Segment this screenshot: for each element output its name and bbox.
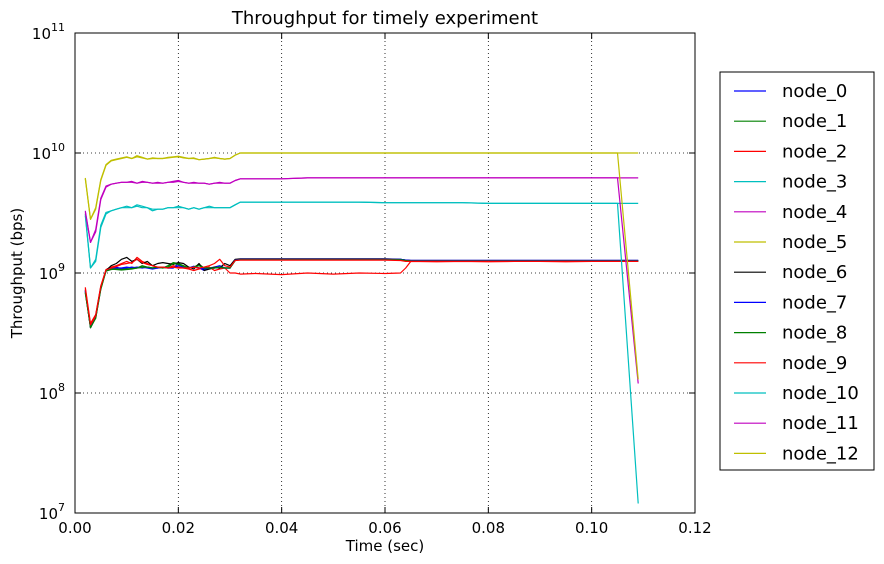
y-tick-label: 1011 (32, 21, 65, 43)
axis-ticks (74, 32, 696, 514)
y-tick-exponent: 9 (58, 261, 65, 274)
x-tick-label: 0.10 (575, 519, 608, 537)
x-tick-label: 0.04 (265, 519, 298, 537)
y-tick-exponent: 8 (58, 381, 65, 394)
series-line-node-7 (84, 258, 639, 327)
legend-frame (719, 71, 875, 471)
series-line-node-11 (84, 177, 639, 384)
y-tick-label: 109 (39, 261, 65, 283)
series-line-node-5 (84, 152, 639, 220)
legend-label: node_7 (782, 292, 847, 313)
y-tick-base: 10 (32, 145, 51, 163)
series-line-node-1 (84, 259, 639, 327)
plot-lines (84, 152, 639, 504)
y-tick-base: 10 (39, 505, 58, 523)
y-tick-exponent: 10 (51, 141, 65, 154)
legend-label: node_9 (782, 353, 847, 374)
y-tick-base: 10 (39, 265, 58, 283)
y-tick-exponent: 7 (58, 501, 65, 514)
x-tick-label: 0.06 (368, 519, 401, 537)
y-tick-label: 1010 (32, 141, 65, 163)
legend: node_0 node_1 node_2 node_3 node_4 node_5node… (719, 71, 875, 471)
series-line-node-3 (84, 201, 639, 269)
x-tick-label: 0.12 (678, 519, 711, 537)
x-axis-label: Time (sec) (345, 537, 424, 555)
legend-label: node_3 (782, 172, 847, 193)
legend-label: node_8 (782, 323, 847, 344)
legend-label: node_6 (782, 262, 847, 283)
y-tick-label: 108 (39, 381, 65, 403)
legend-label: node_11 (782, 413, 859, 434)
legend-label: node_2 (782, 141, 847, 162)
y-axis-label: Throughput (bps) (8, 208, 26, 339)
series-line-node-12 (84, 152, 639, 380)
series-line-node-0 (84, 258, 639, 329)
chart-title: Throughput for timely experiment (231, 8, 538, 29)
series-line-node-9 (84, 258, 639, 326)
legend-label: node_5 (782, 232, 847, 253)
legend-label: node_10 (782, 383, 859, 404)
series-line-node-8 (84, 259, 639, 329)
x-tick-label: 0.08 (472, 519, 505, 537)
legend-label: node_1 (782, 111, 847, 132)
x-tick-label: 0.00 (58, 519, 91, 537)
y-tick-base: 10 (39, 385, 58, 403)
series-line-node-10 (84, 201, 639, 504)
y-tick-base: 10 (32, 25, 51, 43)
x-tick-labels: 0.00 0.02 0.04 0.06 0.08 0.10 0.12 (58, 519, 711, 537)
legend-label: node_12 (782, 443, 859, 464)
legend-label: node_0 (782, 81, 847, 102)
x-tick-label: 0.02 (162, 519, 195, 537)
legend-label: node_4 (782, 202, 847, 223)
y-tick-label: 107 (39, 501, 65, 523)
y-tick-exponent: 11 (51, 21, 65, 34)
series-line-node-4 (84, 177, 639, 243)
